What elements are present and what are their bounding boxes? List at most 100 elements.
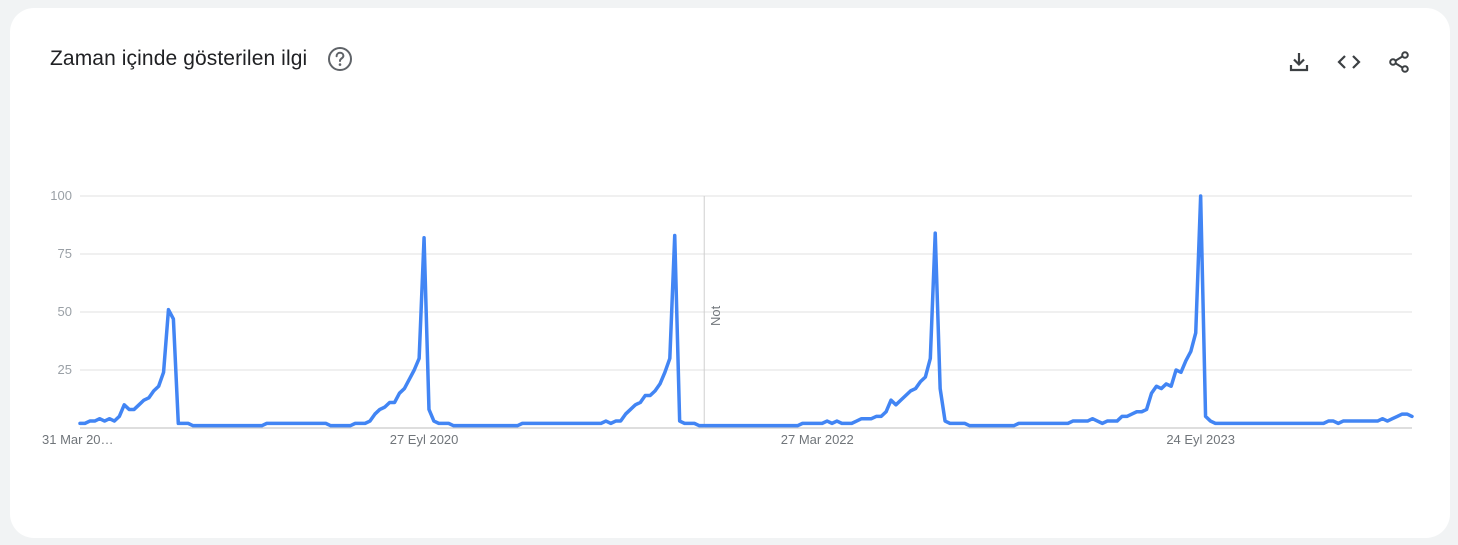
data-point: [1150, 391, 1154, 395]
data-point: [412, 368, 416, 372]
x-tick-label: 24 Eyl 2023: [1166, 432, 1235, 447]
data-point: [378, 407, 382, 411]
data-point: [933, 231, 937, 235]
data-point: [1022, 421, 1026, 425]
data-point: [299, 421, 303, 425]
data-point: [191, 424, 195, 428]
data-point: [973, 424, 977, 428]
data-point: [1297, 421, 1301, 425]
data-point: [481, 424, 485, 428]
data-point: [466, 424, 470, 428]
y-tick-label: 100: [50, 188, 72, 203]
data-point: [1253, 421, 1257, 425]
data-point: [275, 421, 279, 425]
data-point: [442, 421, 446, 425]
x-tick-label: 31 Mar 20…: [42, 432, 114, 447]
data-point: [987, 424, 991, 428]
data-point: [1002, 424, 1006, 428]
data-point: [717, 424, 721, 428]
data-point: [918, 380, 922, 384]
y-tick-label: 50: [58, 304, 72, 319]
data-point: [343, 424, 347, 428]
data-point: [653, 389, 657, 393]
data-point: [1179, 370, 1183, 374]
data-point: [452, 424, 456, 428]
data-point: [1331, 419, 1335, 423]
data-point: [982, 424, 986, 428]
data-point: [329, 424, 333, 428]
data-point: [589, 421, 593, 425]
data-point: [712, 424, 716, 428]
data-point: [594, 421, 598, 425]
data-point: [1204, 414, 1208, 418]
data-point: [687, 421, 691, 425]
data-point: [496, 424, 500, 428]
data-point: [402, 387, 406, 391]
data-point: [216, 424, 220, 428]
data-point: [678, 419, 682, 423]
data-point: [860, 417, 864, 421]
data-point: [855, 419, 859, 423]
data-point: [879, 414, 883, 418]
data-point: [948, 421, 952, 425]
data-point: [1017, 421, 1021, 425]
data-point: [1071, 419, 1075, 423]
data-point: [211, 424, 215, 428]
data-point: [225, 424, 229, 428]
data-point: [1400, 412, 1404, 416]
data-point: [584, 421, 588, 425]
data-point: [992, 424, 996, 428]
data-point: [756, 424, 760, 428]
data-point: [874, 414, 878, 418]
data-point: [840, 421, 844, 425]
data-point: [319, 421, 323, 425]
data-point: [1199, 194, 1203, 198]
data-point: [835, 419, 839, 423]
data-point: [304, 421, 308, 425]
data-point: [1174, 368, 1178, 372]
data-point: [633, 403, 637, 407]
data-point: [314, 421, 318, 425]
data-point: [280, 421, 284, 425]
data-point: [1326, 419, 1330, 423]
data-point: [928, 356, 932, 360]
data-point: [707, 424, 711, 428]
data-point: [697, 424, 701, 428]
data-point: [1120, 414, 1124, 418]
data-point: [1041, 421, 1045, 425]
data-point: [162, 370, 166, 374]
data-point: [1381, 417, 1385, 421]
data-point: [550, 421, 554, 425]
data-point: [1371, 419, 1375, 423]
data-point: [501, 424, 505, 428]
data-point: [604, 419, 608, 423]
data-point: [373, 412, 377, 416]
data-point: [363, 421, 367, 425]
data-point: [1376, 419, 1380, 423]
y-tick-label: 75: [58, 246, 72, 261]
data-point: [417, 356, 421, 360]
data-point: [628, 407, 632, 411]
data-point: [486, 424, 490, 428]
data-point: [1287, 421, 1291, 425]
data-point: [1012, 424, 1016, 428]
data-point: [1307, 421, 1311, 425]
data-point: [383, 405, 387, 409]
data-point: [83, 421, 87, 425]
data-point: [98, 417, 102, 421]
data-point: [270, 421, 274, 425]
data-point: [692, 421, 696, 425]
data-point: [1322, 421, 1326, 425]
data-point: [422, 236, 426, 240]
data-point: [1351, 419, 1355, 423]
data-point: [776, 424, 780, 428]
data-point: [786, 424, 790, 428]
data-point: [609, 421, 613, 425]
data-point: [727, 424, 731, 428]
data-point: [830, 421, 834, 425]
data-point: [186, 421, 190, 425]
data-point: [1302, 421, 1306, 425]
data-point: [456, 424, 460, 428]
data-point: [643, 394, 647, 398]
